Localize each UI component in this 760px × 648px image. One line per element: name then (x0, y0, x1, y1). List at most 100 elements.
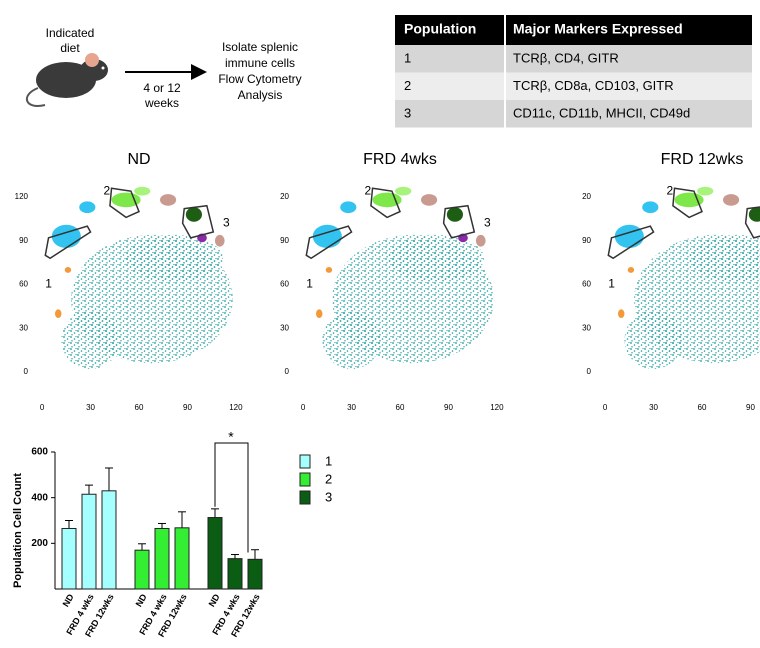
cluster (134, 186, 151, 196)
x-tick-label: 60 (698, 403, 707, 412)
legend-label: 2 (325, 471, 332, 486)
panel-title: ND (127, 151, 150, 168)
y-tick-label: 90 (280, 236, 289, 245)
legend-swatch (299, 472, 311, 487)
gate (370, 187, 401, 219)
cluster (617, 309, 625, 319)
table-row (395, 100, 752, 128)
x-tick-label: 30 (86, 403, 95, 412)
bar (247, 558, 263, 590)
y-tick-label: 0 (24, 367, 29, 376)
y-tick-label: 0 (285, 367, 290, 376)
cluster-label: 3 (223, 215, 230, 229)
y-tick-label: 400 (31, 492, 48, 503)
cluster (340, 201, 357, 214)
cluster (214, 234, 225, 247)
y-tick-label: 90 (19, 236, 28, 245)
gate (109, 187, 140, 219)
table-cell: TCRβ, CD4, GITR (513, 50, 619, 65)
x-tick-label: 0 (603, 403, 608, 412)
legend-swatch (299, 454, 311, 469)
significance-bracket (214, 442, 249, 553)
y-tick-label: 60 (582, 280, 591, 289)
y-tick-label: 200 (31, 538, 48, 549)
bar (154, 527, 170, 590)
cell-cloud (689, 234, 760, 282)
cluster-label: 1 (306, 277, 313, 291)
gate (181, 204, 215, 239)
mouse (26, 53, 108, 107)
gate (442, 204, 476, 239)
cluster (185, 207, 203, 222)
x-tick-label: 120 (490, 403, 504, 412)
cell-cloud (61, 310, 120, 370)
cluster (54, 309, 62, 319)
bar (207, 517, 223, 590)
gate (305, 225, 353, 260)
x-tick-label: 90 (746, 403, 755, 412)
y-tick-label: 0 (587, 367, 592, 376)
y-tick-label: 90 (582, 236, 591, 245)
legend-swatch (299, 490, 311, 505)
cell-cloud (126, 234, 224, 282)
y-tick-label: 600 (31, 447, 48, 458)
cluster (51, 224, 81, 249)
cluster (697, 186, 714, 196)
table-header-cell: Population (404, 21, 476, 37)
cluster-label: 2 (364, 183, 371, 197)
table-cell: TCRβ, CD8a, CD103, GITR (513, 78, 674, 93)
cluster-label: 1 (608, 277, 615, 291)
bar (81, 493, 97, 590)
significance-label: * (228, 429, 234, 445)
cell-cloud (322, 310, 381, 370)
x-tick-label: 90 (183, 403, 192, 412)
diagram-text: 4 or 12 (143, 81, 181, 95)
legend-label: 3 (325, 489, 332, 504)
y-axis-label: Population Cell Count (12, 473, 24, 588)
cluster (79, 201, 96, 214)
cluster (420, 194, 438, 206)
diagram-text: diet (60, 41, 80, 55)
x-tick-label: ND (134, 592, 149, 609)
x-tick-label: 0 (40, 403, 45, 412)
bar (174, 527, 190, 590)
cluster (642, 201, 659, 214)
bar (134, 549, 150, 590)
x-tick-label: 60 (135, 403, 144, 412)
y-tick-label: 20 (582, 192, 591, 201)
y-tick-label: 30 (280, 323, 289, 332)
table-row (395, 72, 752, 100)
cluster (748, 207, 760, 222)
table-header (395, 15, 752, 45)
cluster (315, 309, 323, 319)
table-header-cell: Major Markers Expressed (513, 21, 683, 37)
cluster (446, 207, 464, 222)
tsne-panel: FRD 4wks 0 30 60 90 120 20 90 60 30 0 1 2 3 (280, 151, 504, 412)
tsne-panel: ND 0 30 60 90 120 120 90 60 30 0 1 2 3 (15, 151, 244, 412)
diagram-text: Isolate splenic (222, 40, 298, 54)
x-tick-label: ND (207, 592, 222, 609)
x-tick-label: 30 (347, 403, 356, 412)
cluster-label: 1 (45, 277, 52, 291)
bar (61, 527, 77, 590)
y-tick-label: 20 (280, 192, 289, 201)
x-tick-label: 30 (649, 403, 658, 412)
bar (227, 558, 243, 590)
cluster (475, 234, 486, 247)
cluster-label: 3 (484, 215, 491, 229)
table-row (395, 45, 752, 73)
cell-cloud (624, 310, 683, 370)
table-cell: CD11c, CD11b, MHCII, CD49d (513, 105, 690, 120)
x-tick-label: 120 (229, 403, 243, 412)
gate (607, 225, 655, 260)
diagram-text: weeks (144, 96, 179, 110)
diagram-text: Indicated (46, 26, 95, 40)
x-tick-label: ND (61, 592, 76, 609)
cluster-label: 2 (103, 183, 110, 197)
cluster (627, 266, 635, 273)
panel-title: FRD 4wks (363, 151, 437, 168)
y-tick-label: 60 (19, 280, 28, 289)
bar (101, 490, 117, 590)
tsne-panel: FRD 12wks0306090120209060300123 (582, 151, 760, 412)
